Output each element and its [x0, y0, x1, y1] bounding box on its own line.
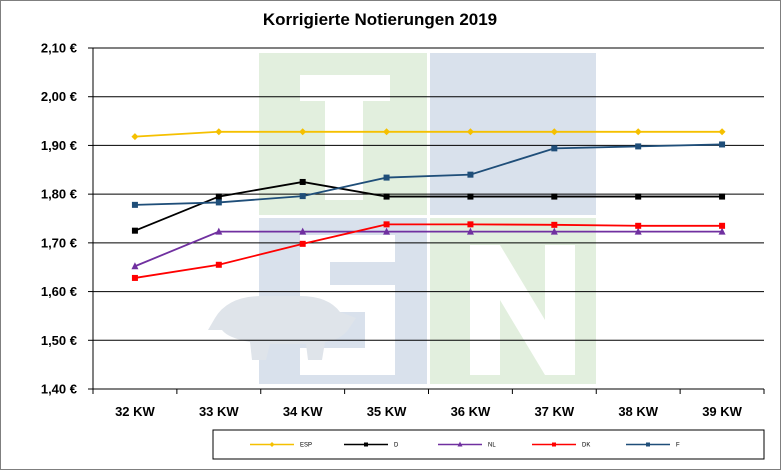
- data-point-d: [215, 193, 222, 200]
- data-point-nl: [466, 227, 474, 235]
- legend-label-f: F: [676, 443, 680, 449]
- data-point-dk: [719, 222, 726, 229]
- legend-label-nl: NL: [488, 443, 496, 449]
- data-point-esp: [383, 128, 391, 136]
- data-point-f: [551, 145, 558, 152]
- axes: [88, 47, 765, 394]
- y-tick-label: 1,50 €: [41, 333, 77, 348]
- x-tick-label: 34 KW: [283, 404, 323, 419]
- legend-marker-dk: [552, 442, 556, 447]
- legend-marker-d: [364, 442, 368, 447]
- data-point-nl: [550, 227, 558, 235]
- series-line-esp: [134, 130, 723, 138]
- data-point-dk: [551, 221, 558, 228]
- data-point-esp: [466, 128, 474, 136]
- data-point-dk: [299, 240, 306, 247]
- data-point-d: [719, 193, 726, 200]
- legend-label-esp: ESP: [300, 443, 312, 449]
- data-point-dk: [383, 221, 390, 228]
- x-tick-label: 36 KW: [451, 404, 491, 419]
- data-point-d: [383, 193, 390, 200]
- chart-title: Korrigierte Notierungen 2019: [263, 10, 497, 29]
- legend-label-dk: DK: [582, 443, 590, 449]
- data-point-dk: [131, 274, 138, 281]
- x-tick-label: 32 KW: [115, 404, 155, 419]
- x-tick-label: 39 KW: [702, 404, 742, 419]
- data-point-dk: [215, 261, 222, 268]
- data-point-d: [635, 193, 642, 200]
- data-point-esp: [215, 128, 223, 136]
- data-point-nl: [383, 227, 391, 235]
- y-tick-label: 2,00 €: [41, 89, 77, 104]
- data-point-nl: [718, 227, 726, 235]
- y-axis-tick-labels: 1,40 € 1,50 € 1,60 € 1,70 € 1,80 € 1,90 € 2,00…: [41, 41, 77, 397]
- legend-marker-esp: [269, 442, 275, 447]
- data-point-d: [131, 227, 138, 234]
- series-line-d: [134, 181, 723, 232]
- y-tick-label: 1,90 €: [41, 138, 77, 153]
- legend: ESP D NL DK F: [212, 429, 765, 460]
- series-line-dk: [134, 223, 723, 279]
- data-point-f: [131, 201, 138, 208]
- data-point-f: [299, 193, 306, 200]
- data-point-f: [467, 171, 474, 178]
- series-line-nl: [134, 230, 723, 268]
- data-point-nl: [634, 227, 642, 235]
- y-tick-label: 1,80 €: [41, 187, 77, 202]
- x-tick-label: 35 KW: [367, 404, 407, 419]
- legend-label-d: D: [394, 443, 399, 449]
- data-point-esp: [299, 128, 307, 136]
- y-tick-label: 2,10 €: [41, 41, 77, 56]
- data-point-esp: [550, 128, 558, 136]
- data-point-f: [215, 199, 222, 206]
- data-point-d: [551, 193, 558, 200]
- data-point-esp: [131, 133, 139, 141]
- watermark-logo: [208, 53, 596, 384]
- data-point-f: [383, 174, 390, 181]
- series-line-f: [134, 143, 723, 206]
- data-point-d: [299, 178, 306, 185]
- gridlines: [93, 47, 764, 390]
- y-tick-label: 1,40 €: [41, 382, 77, 397]
- x-tick-label: 33 KW: [199, 404, 239, 419]
- y-tick-label: 1,70 €: [41, 235, 77, 250]
- series-layer: [131, 128, 726, 281]
- data-point-nl: [131, 262, 139, 270]
- data-point-d: [467, 193, 474, 200]
- data-point-f: [635, 143, 642, 150]
- x-axis-tick-labels: 32 KW 33 KW 34 KW 35 KW 36 KW 37 KW 38 KW 39 KW: [115, 404, 743, 419]
- legend-marker-nl: [457, 441, 463, 447]
- data-point-dk: [635, 222, 642, 229]
- legend-box: [212, 429, 765, 460]
- data-point-esp: [634, 128, 642, 136]
- data-point-nl: [299, 227, 307, 235]
- data-point-dk: [467, 221, 474, 228]
- data-point-nl: [215, 227, 223, 235]
- x-tick-label: 37 KW: [534, 404, 574, 419]
- x-tick-label: 38 KW: [618, 404, 658, 419]
- legend-marker-f: [646, 442, 650, 447]
- data-point-f: [719, 141, 726, 148]
- y-tick-label: 1,60 €: [41, 284, 77, 299]
- data-point-esp: [718, 128, 726, 136]
